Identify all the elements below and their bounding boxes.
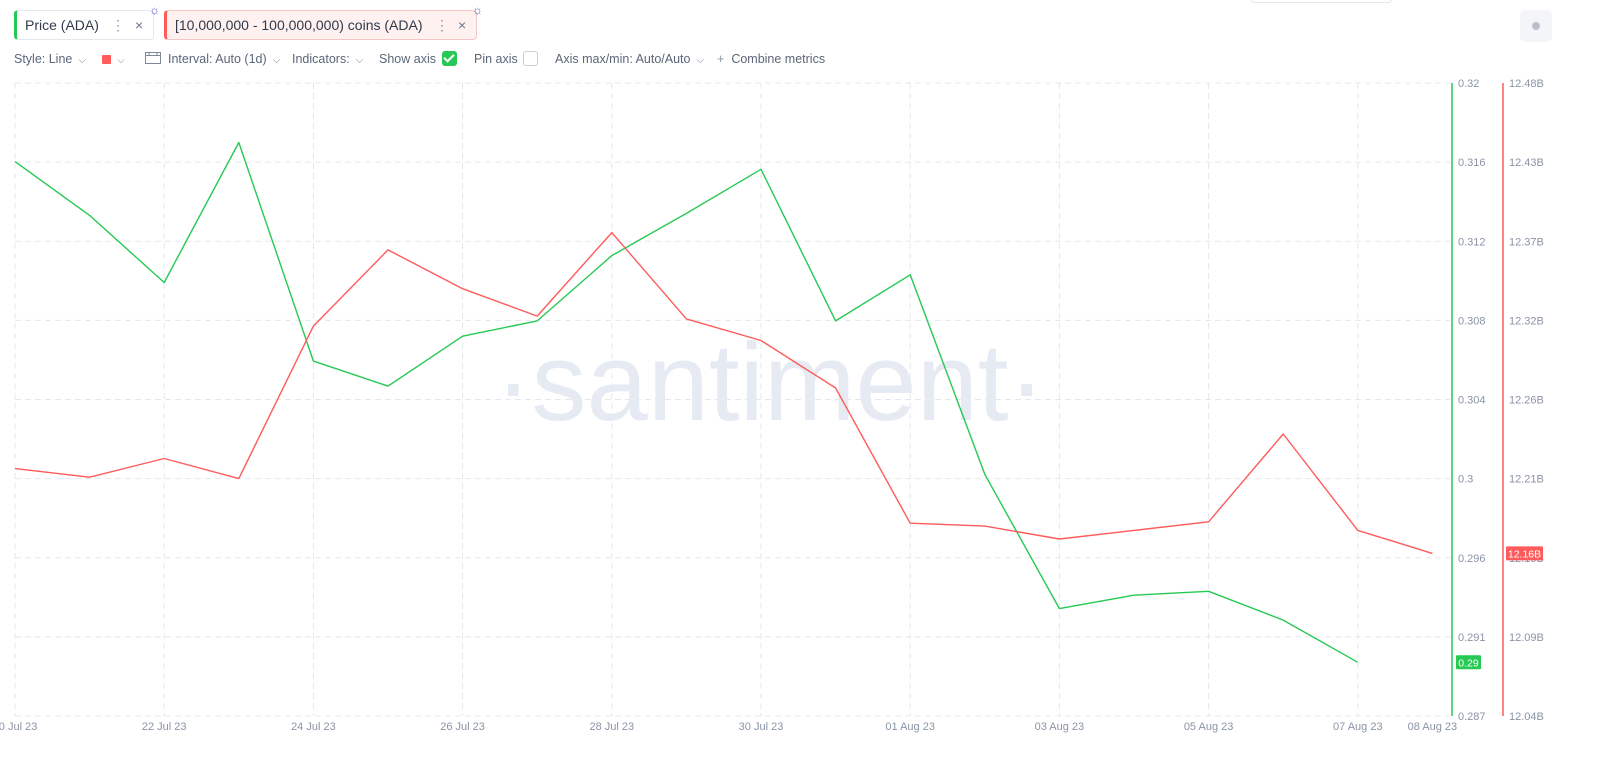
x-tick-label: 03 Aug 23 — [1035, 721, 1085, 733]
y-right-tick-label: 12.32B — [1509, 315, 1544, 327]
x-tick-label: 26 Jul 23 — [440, 721, 485, 733]
x-tick-label: 01 Aug 23 — [885, 721, 935, 733]
x-tick-label: 07 Aug 23 — [1333, 721, 1383, 733]
y-left-tick-label: 0.287 — [1458, 711, 1486, 723]
x-tick-label: 20 Jul 23 — [0, 721, 37, 733]
x-tick-label: 08 Aug 23 — [1408, 721, 1458, 733]
y-left-tick-label: 0.304 — [1458, 395, 1486, 407]
y-right-tick-label: 12.04B — [1509, 711, 1544, 723]
indicators-label: Indicators: — [292, 52, 350, 66]
y-right-tick-label: 12.48B — [1509, 78, 1544, 90]
x-tick-label: 30 Jul 23 — [739, 721, 784, 733]
chevron-down-icon: ⌵ — [272, 55, 281, 66]
y-left-tick-label: 0.312 — [1458, 236, 1486, 248]
x-tick-label: 22 Jul 23 — [142, 721, 187, 733]
axis-minmax-dropdown[interactable]: Axis max/min: Auto/Auto ⌵ — [555, 52, 704, 66]
chevron-down-icon: ⌵ — [355, 55, 364, 66]
y-left-tick-label: 0.296 — [1458, 553, 1486, 565]
combine-metrics-button[interactable]: + Combine metrics — [717, 52, 825, 66]
color-dropdown[interactable]: ⌵ — [102, 52, 125, 66]
chart-axes — [1451, 83, 1504, 716]
pin-axis-label: Pin axis — [474, 52, 518, 66]
chart-grid — [14, 82, 1450, 717]
dot-icon — [1532, 22, 1540, 30]
calendar-icon — [145, 52, 161, 64]
chart-labels: 0.32 12.48B 0.316 12.43B 0.312 12.37B 0.308 12.… — [0, 78, 1544, 733]
x-tick-label: 05 Aug 23 — [1184, 721, 1234, 733]
y-left-tick-label: 0.3 — [1458, 474, 1473, 486]
options-button[interactable] — [1520, 10, 1552, 42]
series-line-1 — [14, 231, 1433, 555]
style-dropdown[interactable]: Style: Line ⌵ — [14, 52, 86, 66]
chevron-down-icon: ⌵ — [117, 55, 125, 66]
x-tick-label: 28 Jul 23 — [589, 721, 634, 733]
metric-tab-holders-label: [10,000,000 - 100,000,000) coins (ADA) — [175, 17, 423, 33]
metric-tab-price[interactable]: Price (ADA) ⋮ × ☼ — [14, 4, 160, 40]
x-tick-label: 24 Jul 23 — [291, 721, 336, 733]
chevron-down-icon: ⌵ — [78, 55, 86, 66]
watermark: ·santiment· — [495, 321, 1045, 444]
y-right-tick-label: 12.09B — [1509, 632, 1544, 644]
series-line-0 — [14, 141, 1359, 663]
y-left-tick-label: 0.308 — [1458, 315, 1486, 327]
last-value-label: 12.16B — [1508, 548, 1541, 560]
last-value-label: 0.29 — [1458, 657, 1479, 669]
y-right-tick-label: 12.37B — [1509, 236, 1544, 248]
show-axis-toggle[interactable]: Show axis — [379, 52, 436, 66]
indicators-dropdown[interactable]: Indicators: ⌵ — [292, 52, 363, 66]
chart-series — [14, 141, 1433, 663]
y-right-tick-label: 12.26B — [1509, 395, 1544, 407]
menu-icon[interactable]: ⋮ — [435, 16, 449, 33]
show-axis-checkbox[interactable] — [442, 51, 457, 66]
last-value-badge — [1506, 546, 1543, 561]
y-right-tick-label: 12.43B — [1509, 157, 1544, 169]
interval-label: Interval: Auto (1d) — [168, 52, 267, 66]
plus-icon: + — [717, 52, 725, 66]
pin-axis-checkbox[interactable] — [523, 51, 538, 66]
show-axis-label: Show axis — [379, 52, 436, 66]
metric-tab-price-label: Price (ADA) — [25, 17, 99, 33]
axis-minmax-label: Axis max/min: Auto/Auto — [555, 52, 691, 66]
settings-icon[interactable]: ☼ — [149, 3, 160, 17]
y-left-tick-label: 0.32 — [1458, 78, 1479, 90]
y-left-tick-label: 0.291 — [1458, 632, 1486, 644]
pin-axis-toggle[interactable]: Pin axis — [474, 52, 518, 66]
close-icon[interactable]: × — [458, 17, 467, 33]
metric-tab-holders[interactable]: [10,000,000 - 100,000,000) coins (ADA) ⋮… — [164, 4, 483, 40]
interval-dropdown[interactable]: Interval: Auto (1d) ⌵ — [145, 52, 280, 66]
settings-icon[interactable]: ☼ — [472, 3, 483, 17]
color-swatch — [102, 55, 111, 65]
last-value-badge — [1456, 655, 1481, 670]
close-icon[interactable]: × — [135, 17, 144, 33]
menu-icon[interactable]: ⋮ — [111, 16, 125, 33]
y-left-tick-label: 0.316 — [1458, 157, 1486, 169]
combine-metrics-label: Combine metrics — [731, 52, 826, 66]
style-label: Style: Line — [14, 52, 73, 66]
chevron-down-icon: ⌵ — [696, 55, 705, 66]
y-right-tick-label: 12.21B — [1509, 474, 1544, 486]
